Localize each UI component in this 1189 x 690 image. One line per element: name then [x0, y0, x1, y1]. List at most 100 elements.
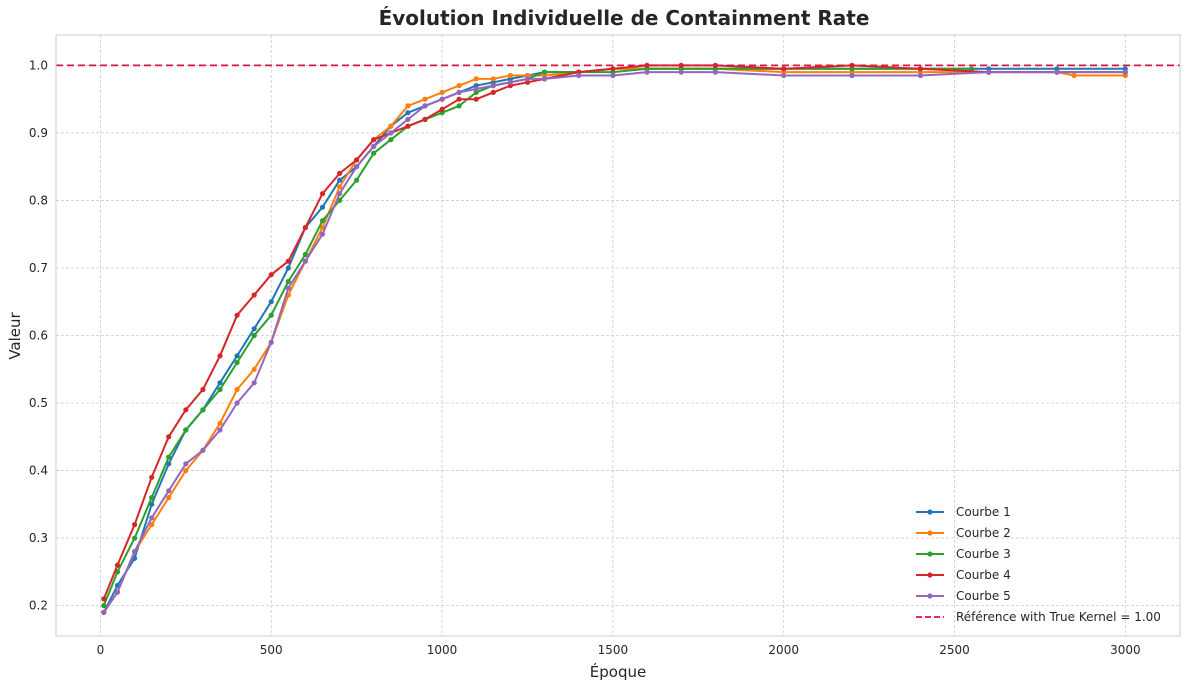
series-point: [490, 83, 496, 89]
series-point: [319, 231, 326, 237]
series-point: [149, 515, 155, 521]
y-axis-label: Valeur: [6, 311, 24, 359]
series-point: [781, 66, 787, 72]
series-point: [200, 386, 206, 393]
series-point: [388, 130, 394, 136]
series-point: [337, 184, 343, 190]
series-point: [473, 76, 479, 82]
series-point: [576, 72, 582, 79]
series-point: [302, 251, 308, 258]
series-point: [302, 224, 308, 231]
series-point: [388, 137, 394, 143]
series-point: [268, 272, 274, 278]
series-point: [166, 434, 172, 440]
series-point: [183, 427, 189, 433]
legend-marker: [927, 593, 933, 599]
series-point: [183, 468, 189, 474]
series-point: [166, 495, 172, 501]
series-point: [849, 72, 855, 79]
series-point: [541, 69, 548, 75]
series-point: [354, 177, 360, 183]
series-line: [102, 67, 972, 606]
series-point: [285, 285, 291, 291]
x-tick-label: 500: [260, 643, 283, 657]
grid: [56, 35, 1180, 636]
y-tick-label: 0.6: [29, 329, 48, 343]
series-point: [200, 407, 206, 413]
series-point: [644, 62, 650, 68]
series-point: [456, 83, 462, 89]
series-point: [337, 177, 343, 183]
series-point: [678, 62, 684, 68]
series-point: [285, 258, 291, 264]
series-point: [610, 72, 616, 79]
series-point: [337, 170, 343, 176]
plot-area: [56, 62, 1180, 616]
series-point: [251, 380, 257, 386]
series-point: [149, 522, 155, 528]
series-point: [319, 218, 326, 224]
legend-label: Courbe 4: [956, 568, 1011, 582]
series-point: [217, 420, 223, 426]
legend: Courbe 1 Courbe 2 Courbe 3 Courbe 4 Courbe 5…: [916, 505, 1161, 624]
series-point: [1122, 69, 1128, 75]
series-point: [473, 86, 479, 92]
x-tick-label: 2500: [939, 643, 970, 657]
series-point: [781, 72, 787, 79]
legend-item: Courbe 5: [916, 589, 1011, 603]
series-point: [712, 69, 719, 75]
series-point: [234, 312, 240, 318]
x-tick-label: 0: [97, 643, 105, 657]
series-point: [251, 332, 257, 339]
plot-frame: [55, 34, 1181, 637]
series-point: [1054, 69, 1060, 75]
y-tick-label: 0.7: [29, 261, 48, 275]
series-point: [490, 89, 496, 95]
x-axis-label: Époque: [590, 662, 646, 681]
series-point: [101, 596, 107, 602]
series-point: [712, 62, 719, 68]
series-point: [234, 353, 240, 359]
series-point: [541, 76, 548, 82]
series-line: [102, 71, 1126, 613]
series-point: [439, 89, 445, 95]
series-point: [114, 562, 121, 568]
series-point: [422, 103, 428, 109]
series-point: [354, 157, 360, 163]
y-tick-label: 1.0: [29, 58, 48, 72]
series-point: [217, 386, 223, 393]
series-point: [337, 191, 343, 197]
series-point: [371, 143, 377, 149]
series-5: [101, 69, 1128, 616]
series-point: [268, 339, 274, 345]
y-tick-label: 0.2: [29, 599, 48, 613]
series-point: [251, 366, 257, 372]
series-point: [166, 454, 172, 460]
series-point: [405, 123, 411, 129]
series-point: [268, 299, 274, 305]
legend-item: Courbe 4: [916, 568, 1011, 582]
series-point: [422, 96, 428, 102]
series-point: [200, 447, 206, 453]
series-point: [644, 69, 650, 75]
series-point: [456, 89, 462, 95]
legend-item: Courbe 2: [916, 526, 1011, 540]
series-point: [439, 96, 445, 102]
series-point: [132, 522, 138, 528]
series-point: [217, 380, 223, 386]
series-point: [149, 474, 155, 480]
legend-item: Référence with True Kernel = 1.00: [916, 610, 1161, 624]
legend-item: Courbe 3: [916, 547, 1011, 561]
series-point: [251, 326, 257, 332]
series-point: [405, 116, 411, 122]
series-point: [917, 72, 924, 79]
series-point: [101, 603, 107, 609]
legend-label: Courbe 5: [956, 589, 1011, 603]
series-point: [490, 76, 496, 82]
series-point: [319, 191, 326, 197]
series-point: [285, 278, 291, 285]
series-point: [678, 69, 684, 75]
series-point: [507, 72, 513, 79]
